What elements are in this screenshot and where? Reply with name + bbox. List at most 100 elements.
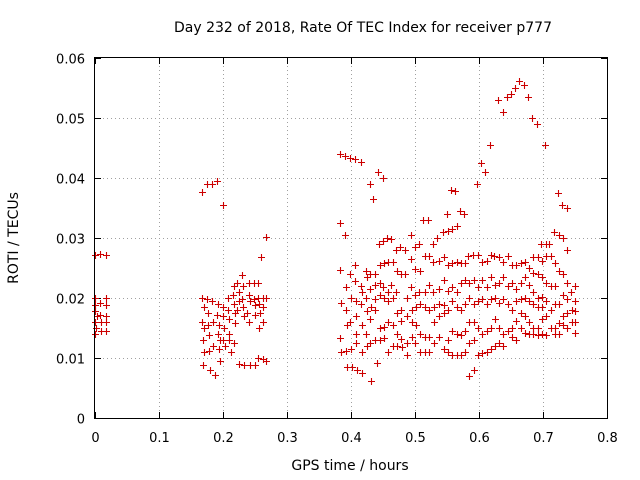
- data-point: [409, 334, 416, 341]
- data-point: [209, 181, 216, 188]
- data-point: [206, 348, 213, 355]
- data-point: [452, 188, 459, 195]
- data-point: [492, 295, 499, 302]
- data-point: [564, 325, 571, 332]
- data-point: [462, 301, 469, 308]
- data-point: [103, 252, 110, 259]
- data-point: [430, 241, 437, 248]
- data-point: [430, 259, 437, 266]
- x-tick-label: 0.6: [469, 431, 490, 446]
- data-point: [478, 160, 485, 167]
- data-point: [535, 332, 542, 339]
- data-point: [569, 307, 576, 314]
- data-point: [97, 251, 104, 258]
- data-point: [466, 373, 473, 380]
- data-point: [539, 316, 546, 323]
- data-point: [201, 304, 208, 311]
- data-point: [505, 301, 512, 308]
- data-point: [471, 319, 478, 326]
- data-point: [236, 289, 243, 296]
- data-point: [390, 322, 397, 329]
- data-point: [417, 301, 424, 308]
- data-point: [372, 296, 379, 303]
- data-point: [367, 286, 374, 293]
- data-point: [431, 304, 438, 311]
- data-point: [216, 322, 223, 329]
- data-point: [551, 229, 558, 236]
- data-point: [434, 235, 441, 242]
- data-point: [475, 352, 482, 359]
- data-point: [240, 283, 247, 290]
- data-point: [352, 156, 359, 163]
- data-point: [367, 316, 374, 323]
- data-point: [205, 322, 212, 329]
- data-point: [388, 236, 395, 243]
- y-tick-label: 0.02: [56, 293, 85, 308]
- chart-title: Day 232 of 2018, Rate Of TEC Index for r…: [174, 20, 552, 36]
- data-point: [552, 260, 559, 267]
- data-point: [204, 296, 211, 303]
- data-point: [97, 300, 104, 307]
- data-point: [500, 296, 507, 303]
- data-point: [509, 334, 516, 341]
- data-point: [426, 253, 433, 260]
- data-point: [372, 307, 379, 314]
- data-point: [226, 337, 233, 344]
- data-point: [513, 286, 520, 293]
- data-points: [92, 78, 579, 385]
- data-point: [572, 298, 579, 305]
- data-point: [441, 277, 448, 284]
- data-point: [199, 319, 206, 326]
- data-point: [535, 254, 542, 261]
- data-point: [239, 272, 246, 279]
- data-point: [212, 372, 219, 379]
- data-point: [445, 307, 452, 314]
- data-point: [353, 313, 360, 320]
- data-point: [484, 284, 491, 291]
- data-point: [444, 211, 451, 218]
- data-point: [426, 307, 433, 314]
- data-point: [231, 283, 238, 290]
- data-point: [252, 362, 259, 369]
- x-tick-label: 0.7: [533, 431, 554, 446]
- data-point: [228, 349, 235, 356]
- data-point: [454, 331, 461, 338]
- data-point: [256, 301, 263, 308]
- data-point: [564, 280, 571, 287]
- data-point: [353, 331, 360, 338]
- data-point: [546, 241, 553, 248]
- data-point: [210, 319, 217, 326]
- data-point: [512, 85, 519, 92]
- y-tick-label: 0.05: [56, 113, 85, 128]
- data-point: [413, 322, 420, 329]
- data-point: [479, 350, 486, 357]
- data-point: [349, 364, 356, 371]
- data-point: [201, 349, 208, 356]
- data-point: [465, 253, 472, 260]
- data-point: [412, 244, 419, 251]
- data-point: [458, 307, 465, 314]
- data-point: [449, 260, 456, 267]
- data-point: [252, 302, 259, 309]
- data-point: [518, 310, 525, 317]
- data-point: [370, 196, 377, 203]
- data-point: [260, 319, 267, 326]
- data-point: [205, 310, 212, 317]
- data-point: [560, 322, 567, 329]
- data-point: [388, 282, 395, 289]
- data-point: [521, 82, 528, 89]
- data-point: [572, 283, 579, 290]
- data-point: [548, 307, 555, 314]
- data-point: [412, 340, 419, 347]
- data-point: [441, 254, 448, 261]
- data-point: [471, 337, 478, 344]
- data-point: [92, 302, 99, 309]
- data-point: [377, 337, 384, 344]
- data-point: [500, 109, 507, 116]
- data-point: [543, 313, 550, 320]
- data-point: [422, 289, 429, 296]
- data-point: [397, 244, 404, 251]
- data-point: [475, 325, 482, 332]
- data-point: [500, 343, 507, 350]
- data-point: [454, 259, 461, 266]
